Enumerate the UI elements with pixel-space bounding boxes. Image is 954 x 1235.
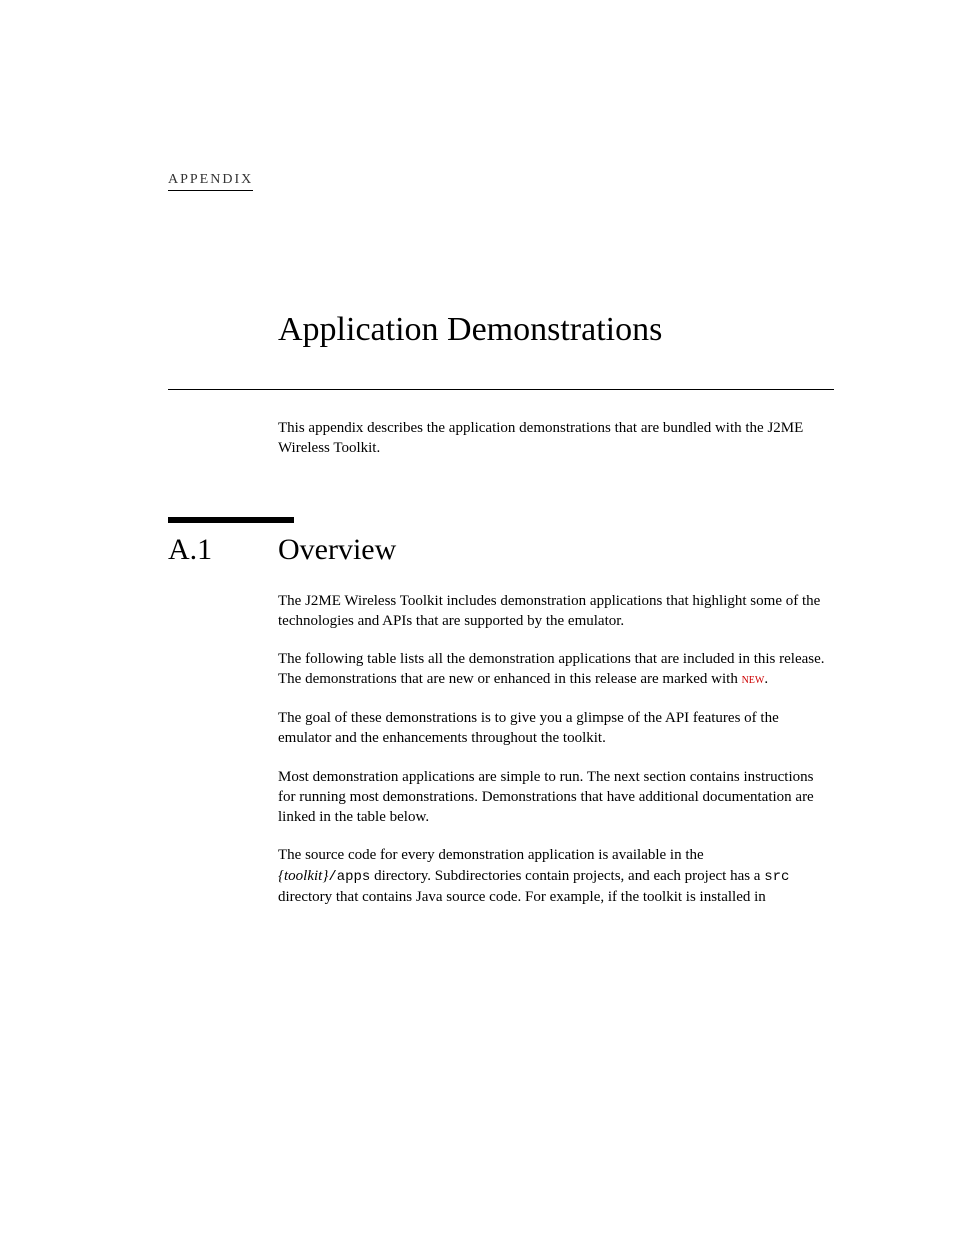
intro-paragraph: This appendix describes the application … bbox=[278, 418, 834, 459]
paragraph-2: The following table lists all the demons… bbox=[278, 649, 834, 690]
section-number: A.1 bbox=[168, 533, 278, 567]
toolkit-var: {toolkit} bbox=[278, 868, 328, 884]
p5-post: directory. Subdirectories contain projec… bbox=[370, 868, 764, 884]
paragraph-3: The goal of these demonstrations is to g… bbox=[278, 708, 834, 749]
section-heading: A.1 Overview bbox=[168, 533, 834, 567]
paragraph-5: The source code for every demonstration … bbox=[278, 845, 834, 906]
p2-post: . bbox=[764, 671, 768, 687]
title-rule bbox=[168, 389, 834, 390]
paragraph-4: Most demonstration applications are simp… bbox=[278, 767, 834, 828]
p5-line2: directory that contains Java source code… bbox=[278, 887, 834, 907]
page: APPENDIX Application Demonstrations This… bbox=[0, 0, 954, 1235]
section-title: Overview bbox=[278, 533, 396, 567]
appendix-label: APPENDIX bbox=[168, 170, 834, 191]
paragraph-1: The J2ME Wireless Toolkit includes demon… bbox=[278, 591, 834, 632]
p5-path: /apps bbox=[328, 869, 370, 885]
p5-src: src bbox=[764, 869, 789, 885]
section-bar bbox=[168, 517, 294, 523]
appendix-label-text: APPENDIX bbox=[168, 172, 253, 191]
body-text: The J2ME Wireless Toolkit includes demon… bbox=[278, 591, 834, 907]
p5-pre: The source code for every demonstration … bbox=[278, 847, 704, 863]
page-title: Application Demonstrations bbox=[278, 311, 834, 349]
new-marker: new bbox=[742, 672, 765, 687]
